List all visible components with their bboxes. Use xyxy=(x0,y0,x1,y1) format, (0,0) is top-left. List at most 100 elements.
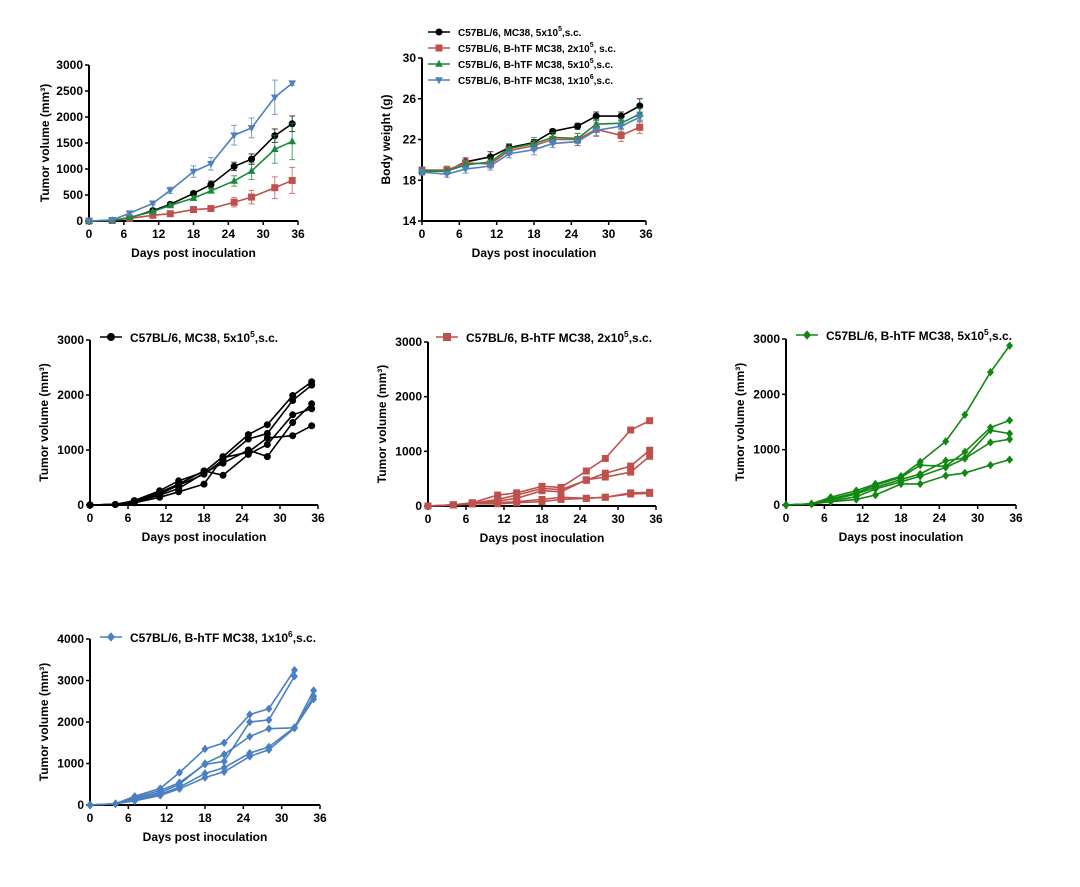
x-tick-label: 36 xyxy=(313,811,327,825)
y-tick-label: 2000 xyxy=(57,388,84,402)
data-point xyxy=(86,800,94,810)
data-point xyxy=(230,132,238,140)
series-c57bl-6-b-htf-mc38-1x10-6-s-c- xyxy=(418,111,644,179)
data-point xyxy=(513,499,521,507)
data-point xyxy=(175,784,183,794)
data-point xyxy=(219,454,227,462)
data-point xyxy=(246,717,254,727)
y-axis-title: Tumor volume (mm³) xyxy=(733,363,747,481)
x-tick-label: 18 xyxy=(535,512,549,526)
data-point xyxy=(220,738,228,747)
data-point xyxy=(107,333,115,341)
series-mouse-2 xyxy=(86,672,298,810)
x-tick-label: 12 xyxy=(152,227,166,241)
data-point xyxy=(486,153,494,161)
x-tick-label: 12 xyxy=(856,511,870,525)
data-point xyxy=(200,467,208,475)
data-point xyxy=(986,368,994,377)
data-point xyxy=(244,435,252,443)
data-point xyxy=(308,381,316,389)
x-tick-label: 18 xyxy=(187,227,201,241)
data-point xyxy=(486,163,495,171)
series-mouse-3 xyxy=(86,686,318,810)
data-point xyxy=(156,493,164,501)
y-tick-label: 1000 xyxy=(56,162,83,176)
data-point xyxy=(246,732,254,741)
x-tick-label: 18 xyxy=(894,511,908,525)
series-line xyxy=(89,695,315,806)
data-point xyxy=(130,499,138,507)
x-tick-label: 12 xyxy=(490,227,504,241)
data-point xyxy=(942,437,950,446)
data-point xyxy=(289,432,297,440)
data-point xyxy=(557,495,565,503)
x-tick-label: 0 xyxy=(86,227,93,241)
x-axis-title: Days post inoculation xyxy=(143,830,268,844)
data-point xyxy=(627,490,635,498)
data-point xyxy=(219,471,227,479)
series-line xyxy=(422,105,641,172)
data-point xyxy=(435,28,443,36)
data-point xyxy=(986,460,994,470)
legend-item: C57BL/6, B-hTF MC38, 2x105,s.c. xyxy=(436,329,652,345)
data-point xyxy=(263,421,271,429)
data-point xyxy=(852,495,860,504)
data-point xyxy=(942,471,950,480)
data-point xyxy=(627,462,635,470)
y-tick-label: 1000 xyxy=(57,443,84,457)
data-point xyxy=(646,446,654,454)
data-point xyxy=(582,467,590,475)
data-point xyxy=(916,460,924,470)
y-tick-label: 500 xyxy=(63,188,83,202)
x-tick-label: 6 xyxy=(463,512,470,526)
data-point xyxy=(166,187,175,195)
data-point xyxy=(646,489,654,497)
x-tick-label: 6 xyxy=(125,811,132,825)
legend-item: C57BL/6, B-hTF MC38, 5x105,s.c. xyxy=(428,58,613,71)
data-point xyxy=(803,330,811,340)
series-line xyxy=(89,669,296,806)
data-point xyxy=(461,160,470,168)
data-point xyxy=(289,392,297,400)
data-point xyxy=(538,498,546,506)
data-point xyxy=(149,211,157,219)
data-point xyxy=(230,198,238,206)
chart-mean-tumor-volume: 0 6 12 18 24 30 36 0 500 1000 1500 2000 2500 3000 Days… xyxy=(38,58,305,260)
x-tick-label: 36 xyxy=(649,512,663,526)
data-point xyxy=(635,114,644,122)
series-line xyxy=(89,381,313,506)
data-point xyxy=(646,452,654,460)
data-point xyxy=(582,494,590,502)
data-point xyxy=(646,417,654,425)
series-mouse-1 xyxy=(86,665,298,810)
data-point xyxy=(538,487,546,495)
y-tick-label: 2000 xyxy=(56,110,83,124)
data-point xyxy=(617,131,625,139)
data-point xyxy=(530,146,538,154)
x-tick-label: 6 xyxy=(125,511,132,525)
x-tick-label: 0 xyxy=(425,512,432,526)
y-tick-label: 1000 xyxy=(395,444,422,458)
data-point xyxy=(916,472,924,481)
y-tick-label: 26 xyxy=(403,92,417,106)
y-tick-label: 18 xyxy=(403,173,417,187)
y-tick-label: 2500 xyxy=(56,84,83,98)
series-c57bl-6-mc38-5x10-5-s-c- xyxy=(418,98,644,175)
data-point xyxy=(111,500,119,508)
data-point xyxy=(601,469,609,477)
data-point xyxy=(871,490,879,500)
x-tick-label: 36 xyxy=(311,511,325,525)
data-point xyxy=(175,768,183,777)
data-point xyxy=(601,473,609,481)
data-point xyxy=(1006,416,1014,425)
data-point xyxy=(86,501,94,509)
x-tick-label: 30 xyxy=(611,512,625,526)
data-point xyxy=(573,138,582,146)
y-axis-title: Tumor volume (mm³) xyxy=(37,663,51,781)
x-tick-label: 0 xyxy=(783,511,790,525)
data-point xyxy=(424,502,432,510)
data-point xyxy=(627,426,635,434)
series-mouse-5 xyxy=(424,489,654,510)
x-tick-label: 6 xyxy=(120,227,127,241)
x-tick-label: 18 xyxy=(197,511,211,525)
